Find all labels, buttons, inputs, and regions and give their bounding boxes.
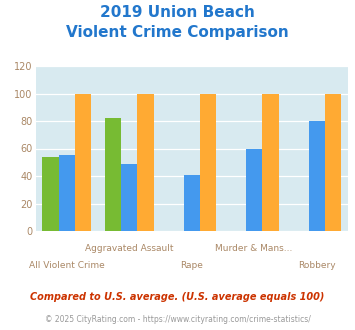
Bar — [184, 175, 200, 231]
Bar — [59, 155, 75, 231]
Bar — [75, 93, 91, 231]
Text: Aggravated Assault: Aggravated Assault — [85, 244, 174, 253]
Text: Robbery: Robbery — [298, 261, 335, 270]
Text: Compared to U.S. average. (U.S. average equals 100): Compared to U.S. average. (U.S. average … — [30, 292, 325, 302]
Bar — [200, 93, 216, 231]
Bar — [137, 93, 154, 231]
Text: Murder & Mans...: Murder & Mans... — [215, 244, 293, 253]
Bar — [121, 164, 137, 231]
Text: 2019 Union Beach: 2019 Union Beach — [100, 5, 255, 20]
Text: Violent Crime Comparison: Violent Crime Comparison — [66, 25, 289, 40]
Bar — [42, 157, 59, 231]
Bar — [246, 148, 262, 231]
Text: Rape: Rape — [180, 261, 203, 270]
Text: All Violent Crime: All Violent Crime — [29, 261, 105, 270]
Bar — [105, 118, 121, 231]
Bar — [262, 93, 279, 231]
Bar — [325, 93, 341, 231]
Bar — [308, 121, 325, 231]
Text: © 2025 CityRating.com - https://www.cityrating.com/crime-statistics/: © 2025 CityRating.com - https://www.city… — [45, 315, 310, 324]
